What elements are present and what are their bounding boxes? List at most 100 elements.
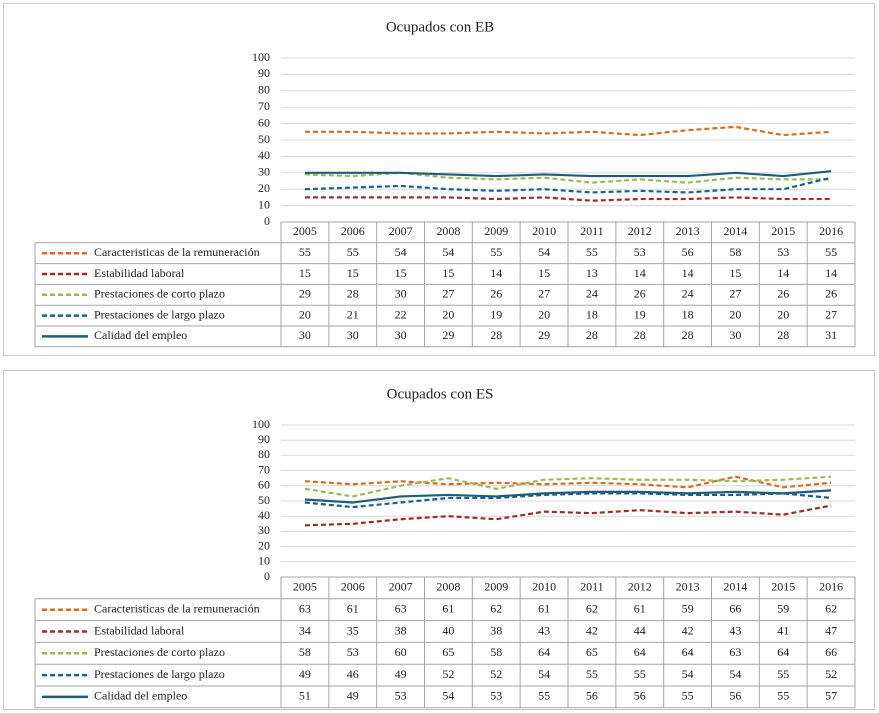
table-value: 41 (777, 623, 789, 637)
table-value: 55 (682, 689, 694, 703)
x-tick-label: 2011 (580, 580, 604, 594)
table-value: 60 (395, 645, 407, 659)
table-value: 30 (395, 287, 407, 301)
table-value: 58 (729, 245, 741, 259)
table-value: 14 (825, 266, 837, 280)
table-value: 66 (729, 601, 741, 615)
series-line (304, 170, 832, 178)
x-tick-label: 2013 (676, 224, 700, 238)
x-tick-label: 2006 (341, 580, 365, 594)
table-value: 55 (634, 667, 646, 681)
table-value: 30 (299, 328, 311, 342)
y-tick-label: 80 (258, 83, 270, 97)
table-value: 55 (586, 667, 598, 681)
x-tick-label: 2016 (819, 224, 843, 238)
table-value: 26 (634, 287, 646, 301)
table-value: 64 (538, 645, 550, 659)
x-tick-label: 2009 (484, 580, 508, 594)
table-value: 54 (538, 667, 550, 681)
legend-label: Prestaciones de corto plazo (94, 645, 225, 659)
x-tick-label: 2005 (293, 224, 317, 238)
table-value: 15 (395, 266, 407, 280)
y-tick-label: 10 (258, 554, 270, 568)
table-value: 28 (634, 328, 646, 342)
x-tick-label: 2008 (436, 224, 460, 238)
table-value: 20 (299, 307, 311, 321)
table-value: 63 (395, 601, 407, 615)
table-value: 28 (777, 328, 789, 342)
table-value: 26 (777, 287, 789, 301)
y-tick-label: 50 (258, 132, 270, 146)
table-value: 61 (442, 601, 454, 615)
table-value: 59 (777, 601, 789, 615)
table-value: 24 (586, 287, 598, 301)
x-tick-label: 2016 (819, 580, 843, 594)
table-value: 21 (347, 307, 359, 321)
table-value: 55 (825, 245, 837, 259)
table-value: 66 (825, 645, 837, 659)
table-value: 15 (442, 266, 454, 280)
table-value: 29 (442, 328, 454, 342)
table-value: 64 (634, 645, 646, 659)
table-value: 28 (682, 328, 694, 342)
table-value: 53 (777, 245, 789, 259)
table-value: 43 (729, 623, 741, 637)
table-value: 30 (395, 328, 407, 342)
y-tick-label: 20 (258, 181, 270, 195)
table-value: 27 (442, 287, 454, 301)
y-tick-label: 70 (258, 99, 270, 113)
table-value: 15 (538, 266, 550, 280)
series-line (304, 475, 832, 489)
table-value: 31 (825, 328, 837, 342)
table-value: 14 (490, 266, 502, 280)
series-line (304, 475, 832, 498)
table-value: 44 (634, 623, 646, 637)
table-value: 54 (395, 245, 407, 259)
table-value: 14 (682, 266, 694, 280)
table-value: 52 (442, 667, 454, 681)
table-value: 55 (299, 245, 311, 259)
y-tick-label: 0 (264, 569, 270, 583)
x-tick-label: 2014 (723, 224, 747, 238)
y-tick-label: 30 (258, 523, 270, 537)
table-value: 38 (395, 623, 407, 637)
x-tick-label: 2011 (580, 224, 604, 238)
y-tick-label: 40 (258, 508, 270, 522)
table-value: 15 (299, 266, 311, 280)
table-value: 62 (490, 601, 502, 615)
x-tick-label: 2009 (484, 224, 508, 238)
table-value: 35 (347, 623, 359, 637)
legend-label: Caracteristicas de la remuneración (94, 601, 260, 615)
table-value: 20 (538, 307, 550, 321)
table-value: 26 (490, 287, 502, 301)
chart-frame (3, 3, 875, 356)
table-value: 55 (586, 245, 598, 259)
x-tick-label: 2013 (676, 580, 700, 594)
table-value: 55 (490, 245, 502, 259)
table-value: 42 (586, 623, 598, 637)
table-value: 20 (777, 307, 789, 321)
table-value: 59 (682, 601, 694, 615)
y-tick-label: 80 (258, 447, 270, 461)
table-value: 54 (442, 245, 454, 259)
table-value: 27 (538, 287, 550, 301)
legend-label: Calidad del empleo (94, 689, 187, 703)
legend-label: Calidad del empleo (94, 328, 187, 342)
table-value: 52 (825, 667, 837, 681)
table-value: 20 (442, 307, 454, 321)
table-value: 19 (490, 307, 502, 321)
x-tick-label: 2015 (771, 224, 795, 238)
table-value: 53 (634, 245, 646, 259)
table-value: 26 (825, 287, 837, 301)
table-value: 58 (299, 645, 311, 659)
table-value: 49 (347, 689, 359, 703)
table-value: 28 (586, 328, 598, 342)
x-tick-label: 2012 (628, 224, 652, 238)
chart-frame (3, 370, 875, 710)
table-value: 30 (729, 328, 741, 342)
table-value: 54 (442, 689, 454, 703)
table-value: 53 (395, 689, 407, 703)
legend-label: Prestaciones de corto plazo (94, 287, 225, 301)
table-value: 18 (682, 307, 694, 321)
